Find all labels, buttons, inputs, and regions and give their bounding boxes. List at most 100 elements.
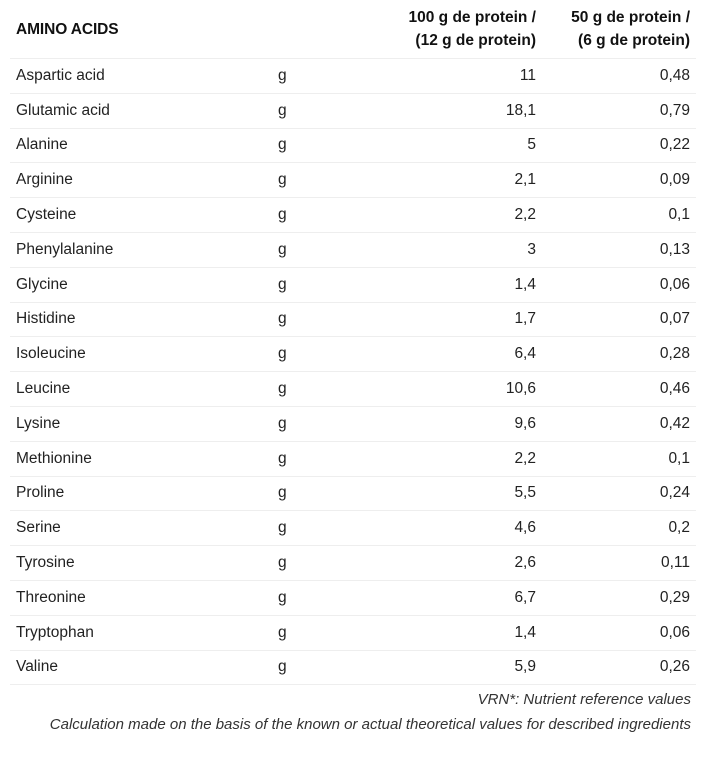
unit-cell: g: [272, 93, 390, 129]
amino-acid-name: Lysine: [10, 406, 272, 442]
value-per-100g: 18,1: [390, 93, 542, 129]
value-per-100g: 1,4: [390, 615, 542, 651]
header-per-50g: 50 g de protein / (6 g de protein): [542, 0, 696, 59]
amino-acid-name: Proline: [10, 476, 272, 512]
unit-cell: g: [272, 128, 390, 164]
value-per-50g: 0,06: [542, 615, 696, 651]
amino-acids-table: AMINO ACIDS 100 g de protein / (12 g de …: [10, 0, 696, 686]
table-row: Isoleucine g 6,4 0,28: [10, 336, 696, 373]
table-row: Tryptophan g 1,4 0,06: [10, 615, 696, 651]
value-per-100g: 6,7: [390, 580, 542, 616]
unit-cell: g: [272, 267, 390, 303]
table-row: Proline g 5,5 0,24: [10, 476, 696, 512]
value-per-50g: 0,1: [542, 441, 696, 477]
value-per-100g: 5,9: [390, 650, 542, 686]
unit-cell: g: [272, 336, 390, 373]
unit-cell: g: [272, 371, 390, 407]
header-per-100g: 100 g de protein / (12 g de protein): [390, 0, 542, 59]
unit-cell: g: [272, 197, 390, 233]
value-per-50g: 0,42: [542, 406, 696, 442]
table-row: Aspartic acid g 11 0,48: [10, 58, 696, 94]
unit-cell: g: [272, 441, 390, 477]
table-row: Phenylalanine g 3 0,13: [10, 232, 696, 268]
value-per-100g: 1,7: [390, 302, 542, 338]
value-per-100g: 9,6: [390, 406, 542, 442]
unit-cell: g: [272, 232, 390, 268]
value-per-50g: 0,48: [542, 58, 696, 94]
amino-acid-name: Methionine: [10, 441, 272, 477]
header-per-50g-line2: (6 g de protein): [578, 32, 690, 49]
value-per-100g: 3: [390, 232, 542, 268]
unit-cell: g: [272, 58, 390, 94]
amino-acid-name: Isoleucine: [10, 336, 272, 373]
amino-acid-name: Leucine: [10, 371, 272, 407]
table-row: Valine g 5,9 0,26: [10, 650, 696, 686]
footnote-calculation: Calculation made on the basis of the kno…: [49, 715, 691, 733]
value-per-50g: 0,24: [542, 476, 696, 512]
amino-acid-name: Glutamic acid: [10, 93, 272, 129]
table-header-row: AMINO ACIDS 100 g de protein / (12 g de …: [10, 0, 696, 59]
header-per-100g-line2: (12 g de protein): [415, 32, 536, 49]
table-row: Leucine g 10,6 0,46: [10, 371, 696, 407]
value-per-50g: 0,11: [542, 545, 696, 581]
value-per-100g: 2,1: [390, 162, 542, 199]
amino-acid-name: Tryptophan: [10, 615, 272, 651]
value-per-100g: 2,6: [390, 545, 542, 581]
value-per-100g: 4,6: [390, 510, 542, 547]
value-per-50g: 0,79: [542, 93, 696, 129]
value-per-100g: 11: [390, 58, 542, 94]
table-row: Arginine g 2,1 0,09: [10, 162, 696, 199]
amino-acid-name: Arginine: [10, 162, 272, 199]
header-amino-acids: AMINO ACIDS: [10, 0, 272, 59]
table-row: Lysine g 9,6 0,42: [10, 406, 696, 442]
value-per-50g: 0,07: [542, 302, 696, 338]
value-per-100g: 1,4: [390, 267, 542, 303]
amino-acid-name: Phenylalanine: [10, 232, 272, 268]
table-row: Cysteine g 2,2 0,1: [10, 197, 696, 233]
table-row: Serine g 4,6 0,2: [10, 510, 696, 547]
value-per-50g: 0,1: [542, 197, 696, 233]
unit-cell: g: [272, 650, 390, 686]
unit-cell: g: [272, 615, 390, 651]
amino-acid-name: Cysteine: [10, 197, 272, 233]
value-per-100g: 2,2: [390, 197, 542, 233]
value-per-100g: 5: [390, 128, 542, 164]
value-per-100g: 10,6: [390, 371, 542, 407]
value-per-50g: 0,06: [542, 267, 696, 303]
table-row: Methionine g 2,2 0,1: [10, 441, 696, 477]
value-per-50g: 0,26: [542, 650, 696, 686]
value-per-50g: 0,29: [542, 580, 696, 616]
value-per-50g: 0,2: [542, 510, 696, 547]
amino-acid-name: Threonine: [10, 580, 272, 616]
footnote: VRN*: Nutrient reference values Calculat…: [21, 688, 691, 737]
value-per-50g: 0,46: [542, 371, 696, 407]
table-row: Tyrosine g 2,6 0,11: [10, 545, 696, 581]
amino-acid-name: Serine: [10, 510, 272, 547]
unit-cell: g: [272, 510, 390, 547]
unit-cell: g: [272, 580, 390, 616]
unit-cell: g: [272, 545, 390, 581]
footnote-vrn: VRN*: Nutrient reference values: [477, 691, 691, 708]
amino-acid-name: Aspartic acid: [10, 58, 272, 94]
table-row: Glutamic acid g 18,1 0,79: [10, 93, 696, 129]
value-per-50g: 0,13: [542, 232, 696, 268]
value-per-50g: 0,22: [542, 128, 696, 164]
table-row: Threonine g 6,7 0,29: [10, 580, 696, 616]
unit-cell: g: [272, 406, 390, 442]
unit-cell: g: [272, 302, 390, 338]
amino-acid-name: Valine: [10, 650, 272, 686]
table-row: Histidine g 1,7 0,07: [10, 302, 696, 338]
value-per-100g: 2,2: [390, 441, 542, 477]
value-per-100g: 6,4: [390, 336, 542, 373]
value-per-100g: 5,5: [390, 476, 542, 512]
header-per-50g-line1: 50 g de protein /: [571, 9, 690, 26]
table-row: Glycine g 1,4 0,06: [10, 267, 696, 303]
header-per-100g-line1: 100 g de protein /: [408, 9, 536, 26]
unit-cell: g: [272, 476, 390, 512]
amino-acid-name: Alanine: [10, 128, 272, 164]
value-per-50g: 0,09: [542, 162, 696, 199]
header-unit: [272, 0, 390, 59]
amino-acid-name: Histidine: [10, 302, 272, 338]
amino-acid-name: Tyrosine: [10, 545, 272, 581]
